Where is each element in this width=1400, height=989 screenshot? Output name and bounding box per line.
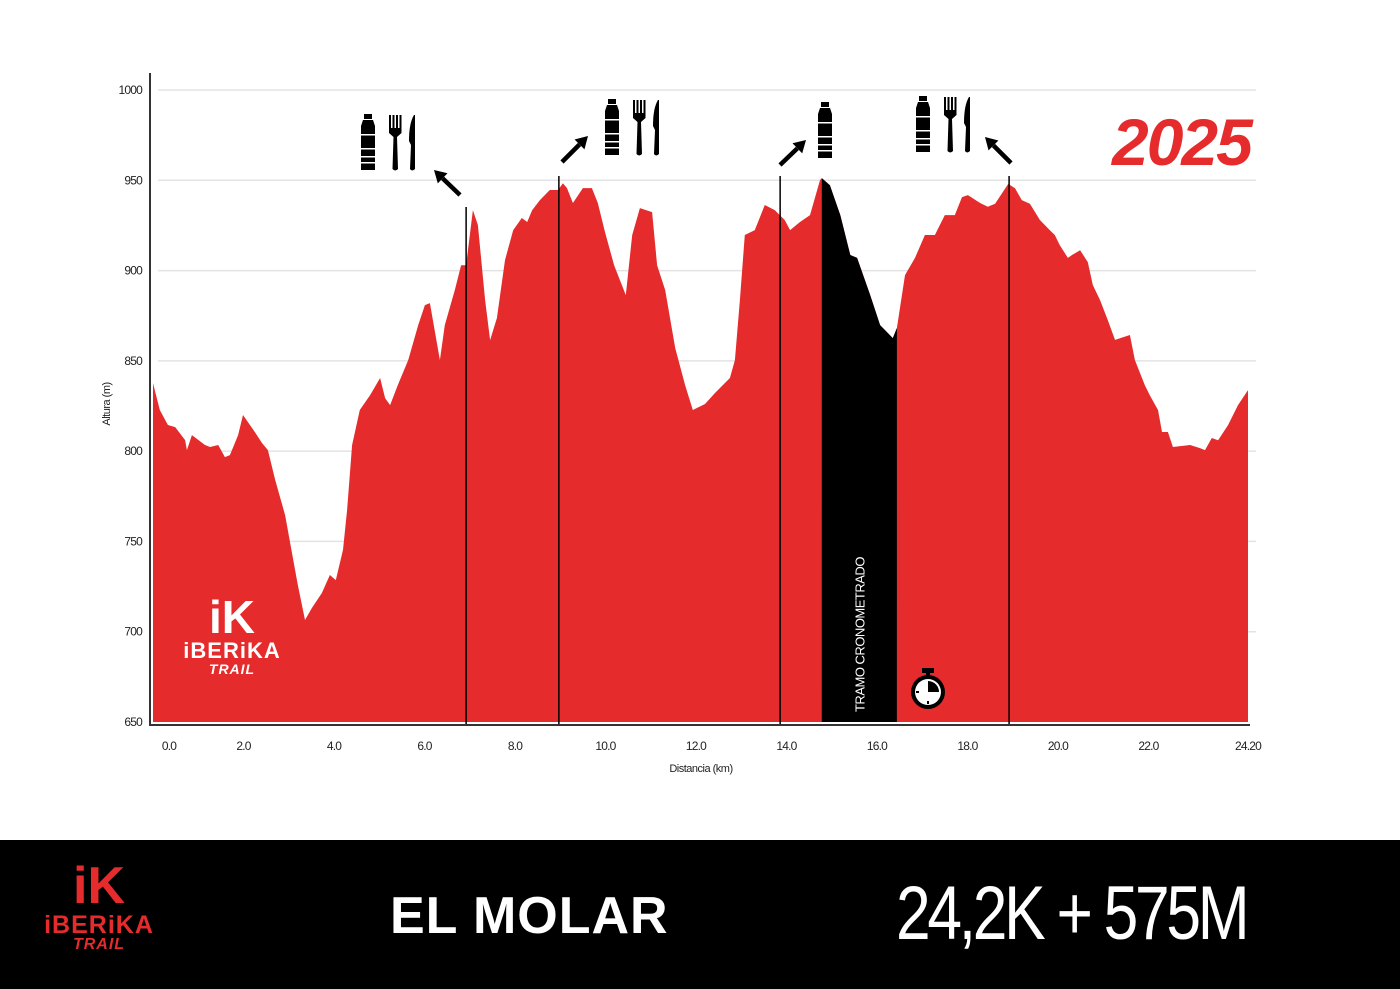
water-bottle-icon (361, 114, 375, 170)
x-tick-label: 0.0 (162, 739, 177, 753)
arrow-icon (560, 136, 588, 164)
x-tick-label: 14.0 (776, 739, 797, 753)
water-bottle-icon (916, 96, 930, 152)
logo-word: iBERiKA (44, 911, 154, 939)
y-tick-label: 950 (124, 173, 143, 187)
x-tick-label: 4.0 (327, 739, 342, 753)
logo-initial: iK (209, 591, 255, 643)
footer-logo: iK iBERiKA TRAIL (34, 857, 164, 953)
race-stats: 24,2K + 575M (896, 871, 1250, 956)
timed-section-area (821, 178, 897, 723)
knife-icon (653, 100, 659, 156)
x-tick-label: 24.20 (1235, 739, 1262, 753)
x-tick-label: 22.0 (1138, 739, 1159, 753)
x-tick-label: 6.0 (417, 739, 432, 753)
stopwatch-icon (911, 668, 945, 709)
x-tick-label: 12.0 (686, 739, 707, 753)
race-name: EL MOLAR (390, 887, 669, 945)
y-tick-label: 1000 (119, 83, 144, 97)
y-tick-label: 750 (124, 534, 143, 548)
aid-station-marker (778, 102, 832, 724)
fork-icon (944, 97, 957, 153)
logo-sub: TRAIL (72, 936, 126, 953)
logo-initial: iK (73, 857, 125, 915)
y-tick-label: 900 (124, 264, 143, 278)
y-tick-label: 850 (124, 354, 143, 368)
timed-section-label: TRAMO CRONOMETRADO (852, 557, 867, 712)
logo-sub: TRAIL (208, 661, 256, 677)
knife-icon (409, 115, 415, 171)
arrow-icon (778, 140, 806, 167)
aid-station-markers (361, 96, 1013, 724)
chart-logo: iK iBERiKA TRAIL (176, 594, 288, 676)
y-axis-label: Altura (m) (101, 382, 113, 425)
x-tick-label: 18.0 (957, 739, 978, 753)
fork-icon (389, 115, 402, 171)
fork-icon (633, 100, 646, 156)
water-bottle-icon (818, 102, 832, 158)
x-tick-label: 20.0 (1048, 739, 1069, 753)
arrow-icon (434, 170, 462, 197)
arrow-icon (985, 137, 1013, 165)
x-tick-label: 10.0 (595, 739, 616, 753)
y-tick-label: 800 (124, 444, 143, 458)
elevation-profile-area (153, 178, 1248, 723)
y-tick-label: 650 (124, 715, 143, 729)
x-tick-label: 16.0 (867, 739, 888, 753)
water-bottle-icon (605, 99, 619, 155)
knife-icon (964, 97, 970, 153)
aid-station-marker (361, 114, 467, 724)
aid-station-marker (558, 99, 659, 724)
year-label: 2025 (1112, 105, 1253, 179)
x-tick-label: 2.0 (236, 739, 251, 753)
logo-word: iBERiKA (183, 638, 281, 663)
aid-station-marker (916, 96, 1013, 724)
x-tick-labels: 0.0 2.0 4.0 6.0 8.0 10.0 12.0 14.0 16.0 18.0 20.0 2… (162, 739, 1263, 753)
footer-band: iK iBERiKA TRAIL EL MOLAR 24,2K + 575M (0, 840, 1400, 989)
x-axis-label: Distancia (km) (669, 763, 732, 775)
y-tick-labels: 1000 950 900 850 800 750 700 650 (119, 83, 144, 729)
y-tick-label: 700 (124, 625, 143, 639)
x-tick-label: 8.0 (508, 739, 523, 753)
